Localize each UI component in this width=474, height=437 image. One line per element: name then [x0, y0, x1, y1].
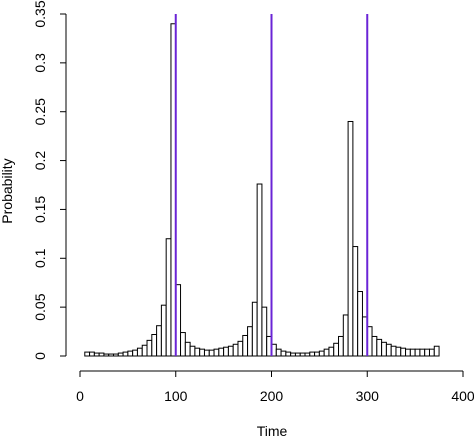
- histogram-bar: [256, 183, 263, 357]
- histogram-bar: [103, 353, 110, 357]
- histogram-bar: [381, 341, 387, 357]
- histogram-bar: [122, 351, 129, 357]
- histogram-bar: [414, 348, 421, 357]
- histogram-bar: [199, 348, 205, 357]
- histogram-bar: [151, 334, 158, 357]
- histogram-bar: [352, 246, 359, 357]
- histogram-bar: [160, 304, 167, 357]
- histogram-bar: [223, 346, 229, 357]
- histogram-bar: [347, 120, 354, 357]
- histogram-bar: [108, 353, 115, 357]
- x-tick-label: 100: [164, 388, 188, 404]
- histogram-bar: [318, 350, 325, 357]
- histogram-bar: [419, 348, 426, 357]
- histogram-bar: [395, 346, 402, 357]
- histogram-bar: [98, 352, 105, 357]
- histogram-bar: [213, 348, 220, 357]
- histogram-bar: [141, 344, 148, 357]
- x-axis: 0 100 200 300 400: [76, 370, 474, 404]
- x-tick-label: 0: [76, 388, 84, 404]
- histogram-bar: [113, 353, 119, 357]
- histogram-bar: [89, 351, 95, 357]
- histogram-bar: [203, 349, 210, 357]
- histogram-bar: [194, 347, 201, 357]
- histogram-bar: [342, 314, 349, 357]
- y-tick-label: 0.25: [32, 98, 48, 125]
- histogram-bar: [227, 345, 234, 357]
- histogram-bar: [180, 332, 186, 357]
- histogram-bars: [84, 23, 440, 357]
- histogram-bar: [376, 338, 383, 357]
- reference-lines: [174, 14, 369, 356]
- histogram-bar: [242, 334, 249, 357]
- histogram-bar: [136, 347, 143, 357]
- histogram-bar: [409, 348, 416, 357]
- histogram-bar: [400, 347, 407, 357]
- histogram-bar: [261, 306, 268, 357]
- histogram-bar: [156, 325, 162, 357]
- y-axis-title: Probability: [0, 158, 15, 223]
- histogram-bar: [117, 352, 124, 357]
- y-axis: 0 0.05 0.1 0.15 0.2 0.25 0.3 0.35: [32, 0, 67, 360]
- histogram-bar: [338, 335, 344, 357]
- histogram-bar: [428, 348, 435, 357]
- histogram-bar: [405, 348, 411, 357]
- histogram-bar: [323, 348, 330, 357]
- histogram-bar: [232, 343, 239, 357]
- y-tick-label: 0.35: [32, 0, 48, 27]
- histogram-bar: [333, 342, 340, 357]
- x-tick-label: 200: [260, 388, 284, 404]
- histogram-bar: [189, 345, 196, 357]
- histogram-bar: [237, 340, 244, 357]
- y-tick-label: 0.05: [32, 293, 48, 320]
- histogram-bar: [165, 238, 172, 357]
- histogram-bar: [314, 351, 320, 357]
- histogram-bar: [304, 352, 311, 357]
- x-axis-title: Time: [257, 423, 288, 437]
- histogram-bar: [184, 341, 191, 357]
- histogram-bar: [371, 335, 378, 357]
- histogram-bar: [285, 351, 292, 357]
- y-tick-label: 0.15: [32, 196, 48, 223]
- y-tick-label: 0.3: [32, 53, 48, 73]
- histogram-bar: [280, 350, 287, 357]
- histogram-bar: [299, 352, 306, 357]
- histogram-bar: [132, 349, 138, 357]
- y-tick-label: 0.2: [32, 151, 48, 171]
- histogram-bar: [93, 352, 100, 357]
- x-tick-label: 400: [451, 388, 474, 404]
- histogram-bar: [247, 326, 253, 357]
- histogram-bar: [290, 352, 296, 357]
- histogram-bar: [309, 351, 316, 357]
- histogram-bar: [84, 351, 91, 357]
- histogram-bar: [251, 301, 258, 357]
- histogram-bar: [275, 348, 282, 357]
- histogram-bar: [357, 291, 363, 357]
- histogram-bar: [294, 352, 301, 357]
- histogram-bar: [390, 345, 397, 357]
- histogram-bar: [385, 343, 392, 357]
- histogram-bar: [424, 348, 430, 357]
- histogram-bar: [146, 339, 153, 357]
- x-tick-label: 300: [356, 388, 380, 404]
- histogram-bar: [433, 345, 440, 357]
- histogram-bar: [328, 346, 335, 357]
- histogram-bar: [218, 347, 225, 357]
- histogram-bar: [208, 349, 215, 357]
- y-tick-label: 0: [32, 352, 48, 360]
- histogram-bar: [127, 350, 134, 357]
- y-tick-label: 0.1: [32, 248, 48, 268]
